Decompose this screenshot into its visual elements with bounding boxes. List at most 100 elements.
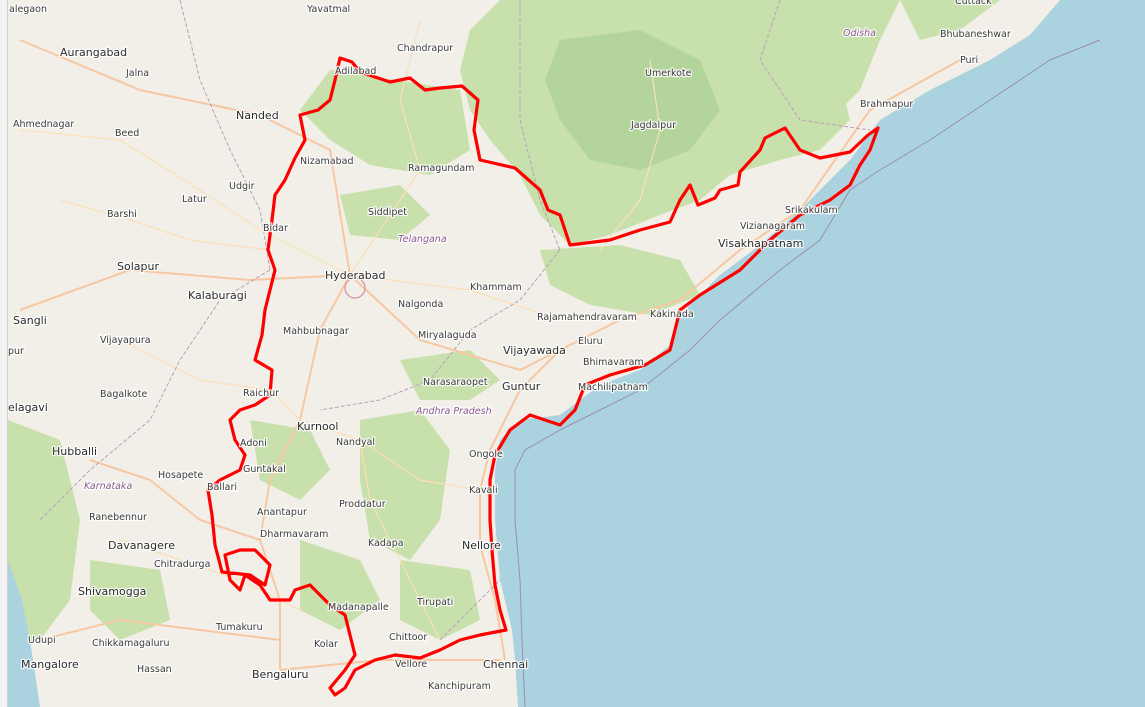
- minor-road: [59, 199, 271, 251]
- region-label: Karnataka: [84, 481, 133, 492]
- place-label: Chennai: [483, 658, 528, 671]
- place-label: Srikakulam: [785, 205, 838, 216]
- place-label: Jagdalpur: [630, 120, 676, 131]
- region-labels: Odisha Telangana Andhra Pradesh Karnatak…: [83, 27, 878, 494]
- place-label: Ahmednagar: [13, 119, 74, 130]
- forest-area: [300, 70, 470, 175]
- place-label: Bagalkote: [100, 389, 148, 400]
- forest-layer: [8, 0, 1000, 650]
- place-label: Madanapalle: [328, 602, 389, 613]
- forest-area: [540, 245, 700, 315]
- place-label: Barshi: [107, 209, 137, 220]
- place-label: Kavali: [469, 485, 498, 496]
- major-road: [19, 39, 561, 372]
- place-label: Bhimavaram: [583, 357, 644, 368]
- place-label: Nizamabad: [300, 156, 354, 167]
- place-label: Ramagundam: [408, 163, 474, 174]
- place-label: Chittoor: [389, 632, 427, 643]
- forest-area: [8, 420, 80, 650]
- highlight-boundary[interactable]: [206, 56, 880, 697]
- sea-area: [495, 0, 1145, 707]
- place-label: Vellore: [395, 659, 427, 670]
- place-label: Umerkote: [645, 68, 692, 79]
- place-label: Kadapa: [368, 538, 404, 549]
- forest-area: [760, 0, 900, 120]
- region-label: Andhra Pradesh: [415, 406, 492, 417]
- forest-area: [360, 410, 450, 560]
- place-label: Udupi: [28, 635, 56, 646]
- place-label: Machilipatnam: [578, 382, 648, 393]
- place-label: Narasaraopet: [423, 377, 488, 388]
- forest-area: [300, 540, 380, 630]
- place-label: Kanchipuram: [428, 681, 491, 692]
- place-label: Anantapur: [257, 507, 307, 518]
- place-label: Shivamogga: [78, 585, 146, 598]
- minor-road: [299, 419, 481, 491]
- maritime-boundary: [514, 39, 1101, 707]
- place-label: Bengaluru: [252, 668, 309, 681]
- city-ring: [344, 277, 366, 299]
- place-label: Raichur: [243, 388, 279, 399]
- place-label: Latur: [182, 194, 207, 205]
- region-label: Telangana: [398, 234, 447, 245]
- minor-road: [359, 439, 441, 641]
- place-label: Puri: [960, 55, 978, 66]
- place-label: Kolar: [314, 639, 338, 650]
- place-label: Hassan: [137, 664, 172, 675]
- minor-road: [19, 129, 351, 276]
- place-label: Jalna: [125, 68, 149, 79]
- place-label: Kakinada: [650, 309, 694, 320]
- place-label: Tirupati: [416, 597, 453, 608]
- place-label: Hubballi: [52, 445, 97, 458]
- place-label: Beed: [115, 128, 139, 139]
- place-labels: alegaon Yavatmal Cuttack Aurangabad Chan…: [7, 0, 1012, 693]
- place-label: Mahbubnagar: [283, 326, 349, 337]
- place-label: Nellore: [462, 539, 501, 552]
- region-label: Odisha: [843, 28, 876, 39]
- place-label: Siddipet: [368, 207, 407, 218]
- place-label: Ongole: [469, 449, 503, 460]
- place-label: Proddatur: [339, 499, 386, 510]
- place-label: Adoni: [240, 438, 267, 449]
- place-label: Nanded: [236, 109, 279, 122]
- place-label: Nandyal: [336, 437, 375, 448]
- forest-area: [545, 30, 720, 170]
- place-label: alegaon: [9, 4, 47, 15]
- place-label: Visakhapatnam: [718, 237, 803, 250]
- place-label: pur: [8, 346, 24, 357]
- left-panel-edge: [0, 0, 8, 707]
- place-label: Ranebennur: [89, 512, 147, 523]
- place-label: Rajamahendravaram: [537, 312, 637, 323]
- place-label: Miryalaguda: [418, 330, 477, 341]
- place-label: Eluru: [578, 336, 603, 347]
- place-label: Vijayapura: [100, 335, 151, 346]
- major-road: [19, 268, 351, 311]
- place-label: Chandrapur: [397, 43, 453, 54]
- forest-area: [400, 350, 500, 400]
- state-boundaries: [39, 0, 871, 641]
- place-label: Tumakuru: [215, 622, 263, 633]
- forest-area: [400, 560, 480, 640]
- place-label: Ballari: [207, 482, 237, 493]
- place-label: Aurangabad: [60, 46, 127, 59]
- place-label: Nalgonda: [398, 299, 443, 310]
- place-label: Mangalore: [21, 658, 79, 671]
- minor-road: [349, 274, 640, 321]
- forest-area: [900, 0, 1000, 40]
- place-label: Guntakal: [243, 464, 286, 475]
- place-label: Kalaburagi: [188, 289, 247, 302]
- place-label: Kurnool: [297, 420, 338, 433]
- place-label: Hosapete: [158, 470, 203, 481]
- place-label: Chitradurga: [154, 559, 210, 570]
- place-label: Dharmavaram: [260, 529, 328, 540]
- place-label: Guntur: [502, 380, 541, 393]
- place-label: Brahmapur: [860, 99, 913, 110]
- major-road: [39, 618, 281, 641]
- place-label: Chikkamagaluru: [92, 638, 169, 649]
- minor-road: [119, 339, 301, 421]
- forest-area: [90, 560, 170, 640]
- place-label: Davanagere: [108, 539, 175, 552]
- place-label: Cuttack: [955, 0, 992, 7]
